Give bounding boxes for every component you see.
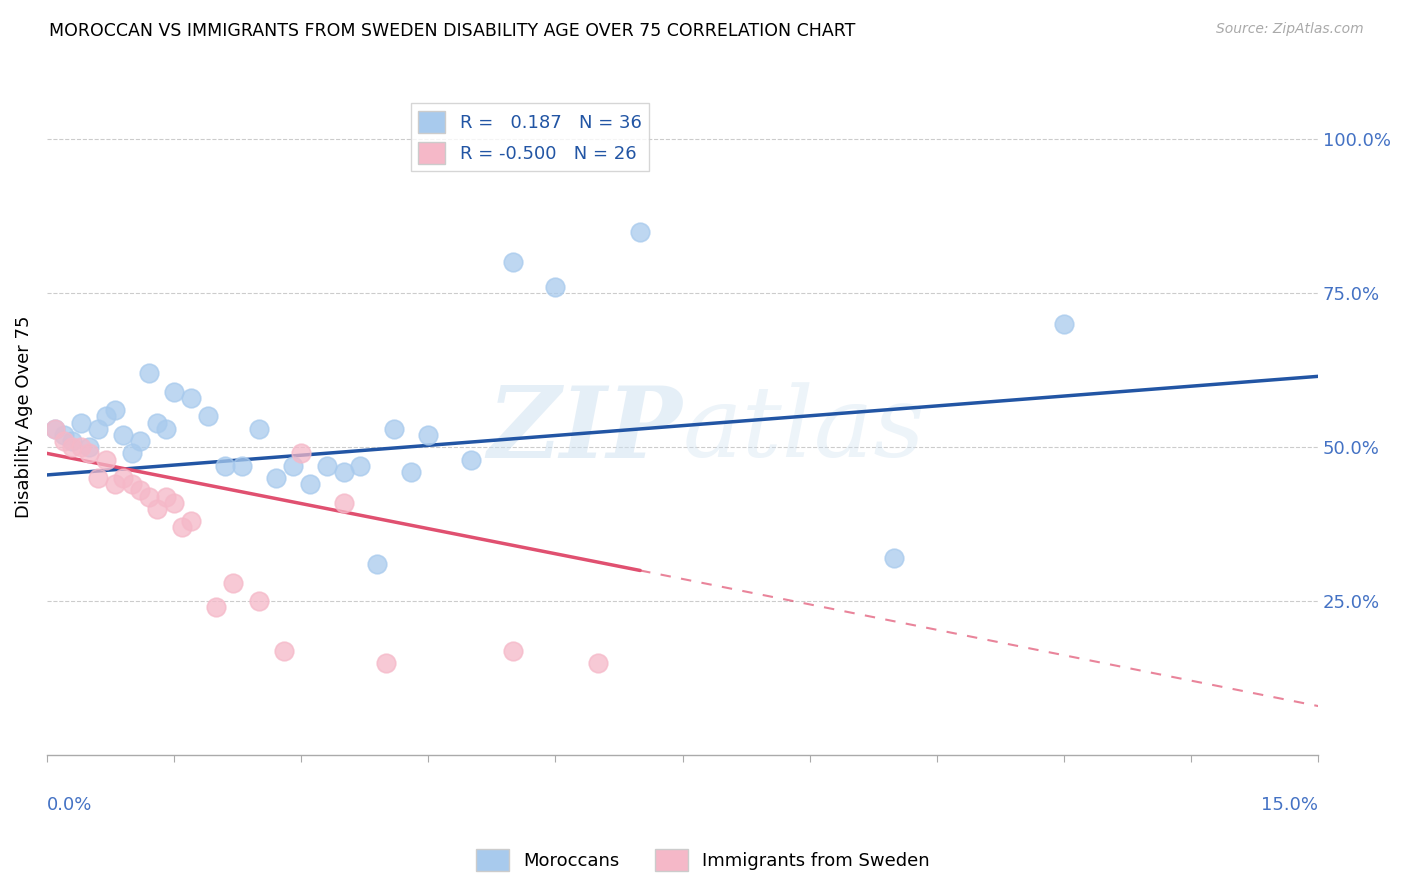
Point — [163, 496, 186, 510]
Point — [121, 477, 143, 491]
Point — [883, 551, 905, 566]
Text: Source: ZipAtlas.com: Source: ZipAtlas.com — [1216, 22, 1364, 37]
Point — [69, 440, 91, 454]
Point — [290, 446, 312, 460]
Point — [104, 403, 127, 417]
Point — [374, 656, 396, 670]
Point — [146, 501, 169, 516]
Point — [96, 409, 118, 424]
Point — [382, 422, 405, 436]
Point — [60, 434, 83, 448]
Point — [104, 477, 127, 491]
Point — [1053, 317, 1076, 331]
Point — [138, 490, 160, 504]
Point — [460, 452, 482, 467]
Point — [544, 280, 567, 294]
Text: 15.0%: 15.0% — [1261, 796, 1319, 814]
Point — [121, 446, 143, 460]
Point — [366, 558, 388, 572]
Point — [298, 477, 321, 491]
Point — [155, 422, 177, 436]
Point — [180, 391, 202, 405]
Point — [77, 440, 100, 454]
Point — [332, 496, 354, 510]
Point — [401, 465, 423, 479]
Point — [155, 490, 177, 504]
Point — [628, 225, 651, 239]
Point — [112, 428, 135, 442]
Point — [502, 643, 524, 657]
Point — [502, 255, 524, 269]
Point — [315, 458, 337, 473]
Point — [77, 446, 100, 460]
Point — [87, 471, 110, 485]
Point — [231, 458, 253, 473]
Point — [222, 575, 245, 590]
Y-axis label: Disability Age Over 75: Disability Age Over 75 — [15, 315, 32, 517]
Legend: Moroccans, Immigrants from Sweden: Moroccans, Immigrants from Sweden — [468, 842, 938, 879]
Point — [52, 434, 75, 448]
Point — [129, 483, 152, 498]
Text: 0.0%: 0.0% — [46, 796, 93, 814]
Point — [586, 656, 609, 670]
Point — [273, 643, 295, 657]
Point — [60, 440, 83, 454]
Point — [129, 434, 152, 448]
Point — [69, 416, 91, 430]
Legend: R =   0.187   N = 36, R = -0.500   N = 26: R = 0.187 N = 36, R = -0.500 N = 26 — [411, 103, 650, 171]
Point — [281, 458, 304, 473]
Point — [332, 465, 354, 479]
Point — [247, 594, 270, 608]
Text: ZIP: ZIP — [488, 382, 682, 478]
Point — [163, 384, 186, 399]
Point — [172, 520, 194, 534]
Point — [349, 458, 371, 473]
Point — [180, 514, 202, 528]
Point — [264, 471, 287, 485]
Point — [197, 409, 219, 424]
Point — [205, 600, 228, 615]
Point — [112, 471, 135, 485]
Text: atlas: atlas — [682, 383, 925, 477]
Point — [96, 452, 118, 467]
Text: MOROCCAN VS IMMIGRANTS FROM SWEDEN DISABILITY AGE OVER 75 CORRELATION CHART: MOROCCAN VS IMMIGRANTS FROM SWEDEN DISAB… — [49, 22, 856, 40]
Point — [44, 422, 66, 436]
Point — [146, 416, 169, 430]
Point — [214, 458, 236, 473]
Point — [52, 428, 75, 442]
Point — [247, 422, 270, 436]
Point — [87, 422, 110, 436]
Point — [138, 366, 160, 380]
Point — [418, 428, 440, 442]
Point — [44, 422, 66, 436]
